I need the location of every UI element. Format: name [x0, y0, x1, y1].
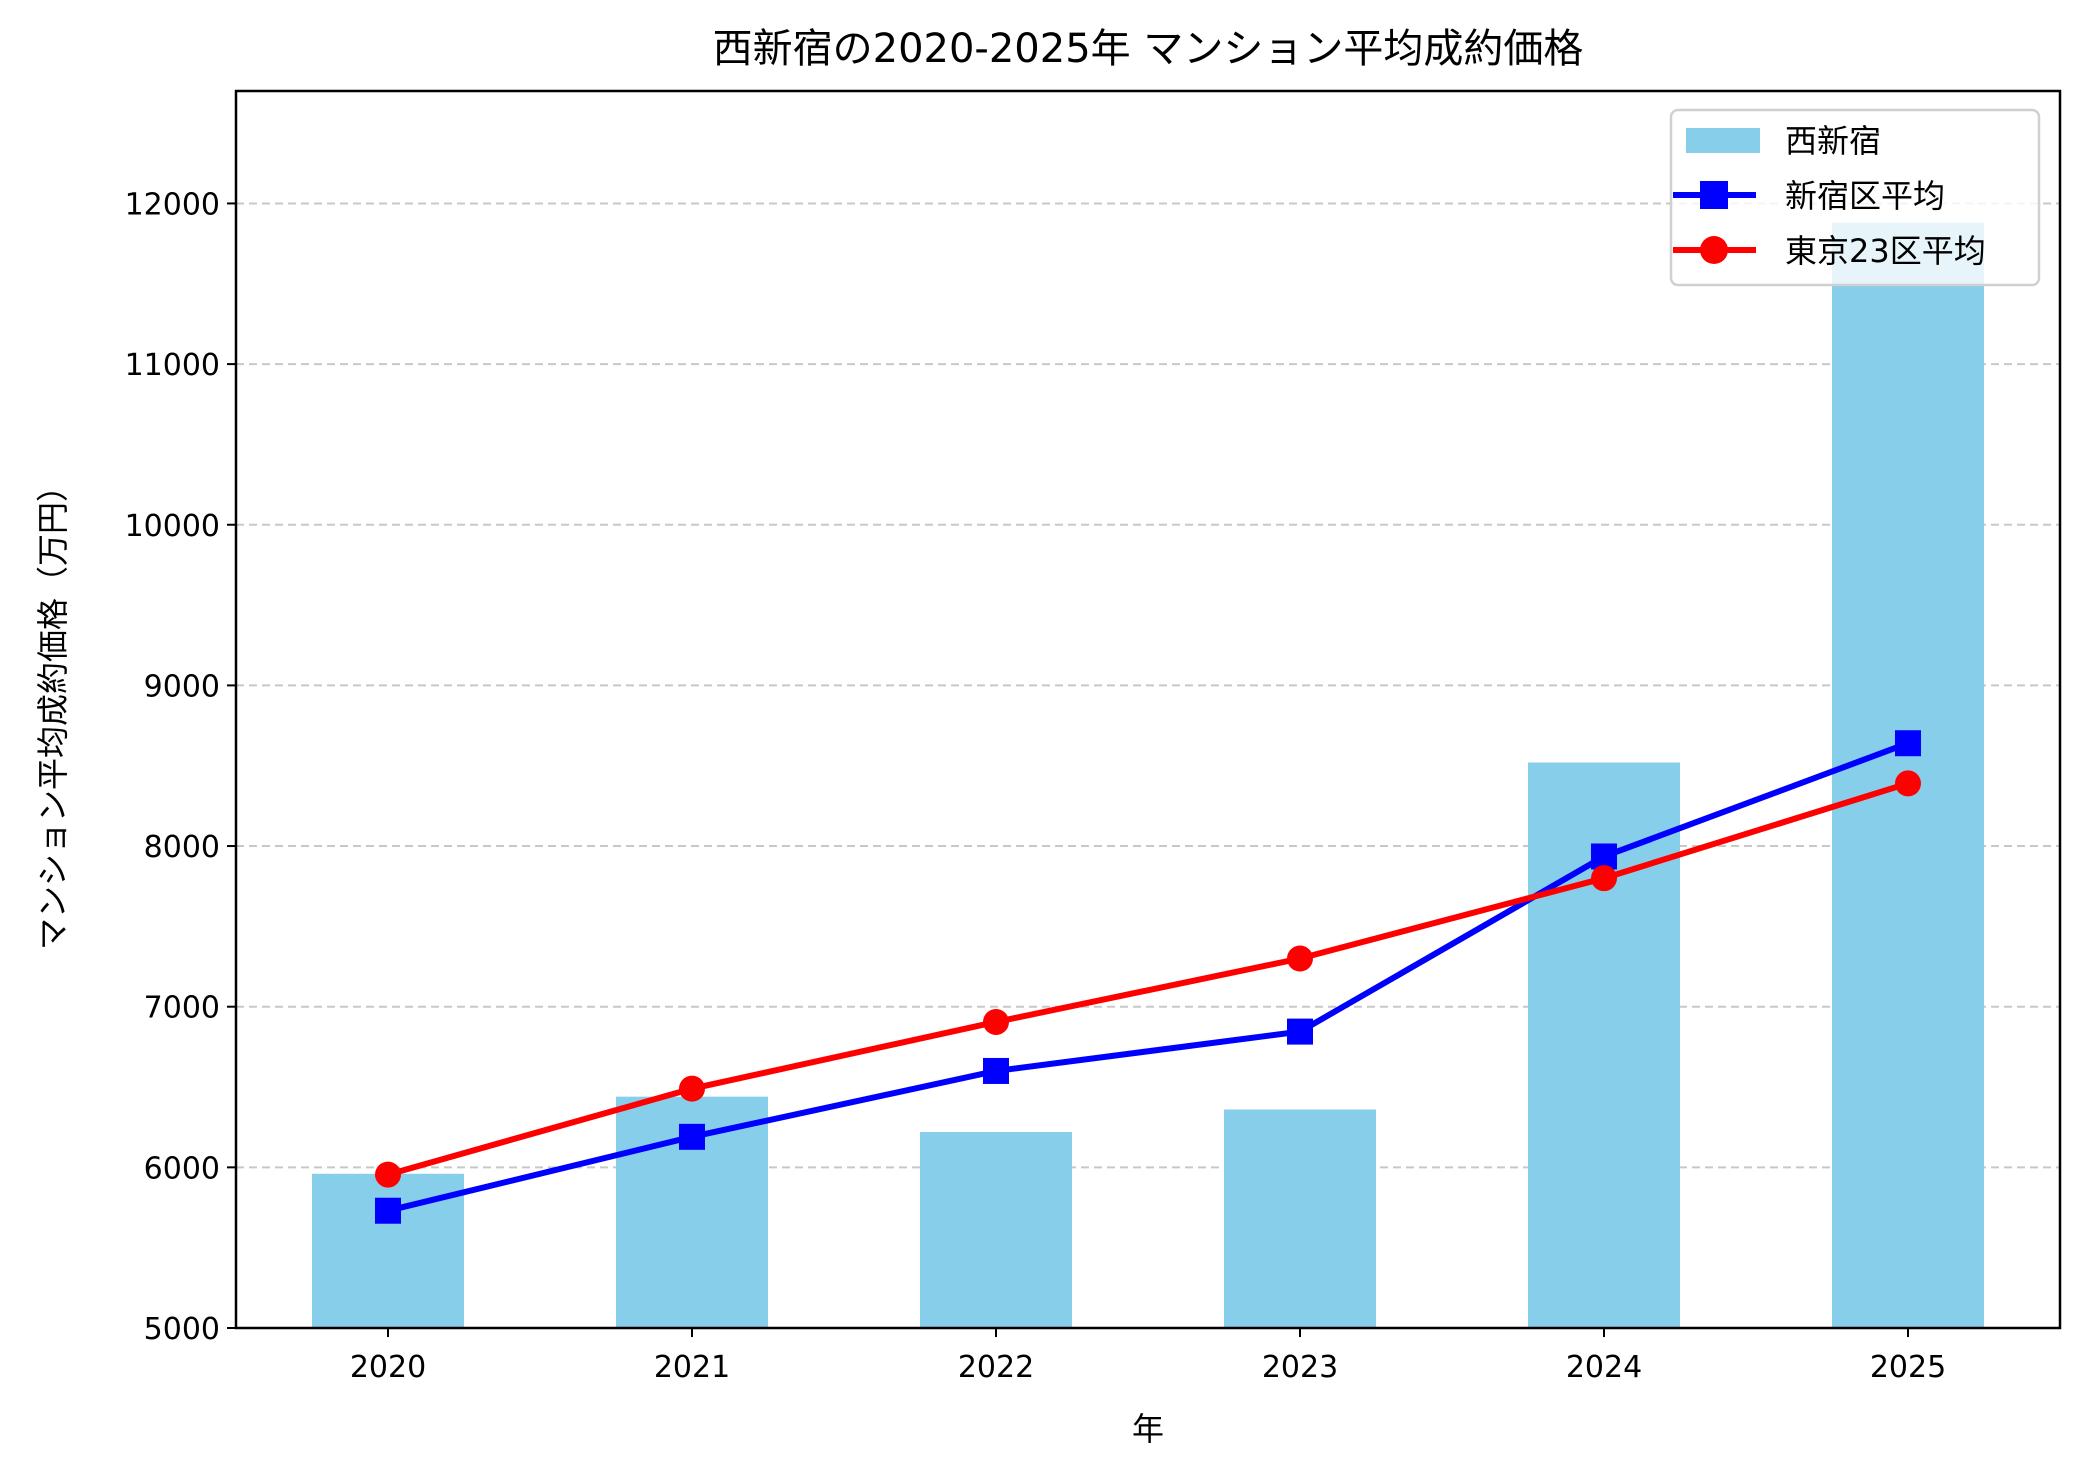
marker-square	[679, 1123, 705, 1150]
y-tick-label: 5000	[144, 1312, 220, 1347]
marker-circle	[679, 1075, 705, 1102]
y-tick-label: 10000	[125, 509, 220, 544]
marker-circle	[1287, 945, 1313, 972]
bar-2023	[1224, 1109, 1376, 1328]
marker-square	[1287, 1018, 1313, 1045]
x-tick-label: 2022	[958, 1350, 1034, 1385]
x-axis-label: 年	[1132, 1410, 1164, 1448]
y-tick-label: 8000	[144, 830, 220, 865]
x-axis: 2020 2021 2022 2023 2024 2025	[350, 1328, 1946, 1385]
marker-square	[1895, 730, 1921, 757]
grid	[236, 202, 2060, 1169]
y-tick-label: 9000	[144, 669, 220, 704]
y-tick-label: 6000	[144, 1151, 220, 1186]
series-line	[387, 740, 1910, 1214]
marker-circle	[983, 1008, 1009, 1035]
x-tick-label: 2023	[1262, 1350, 1338, 1385]
y-tick-label: 11000	[125, 348, 220, 383]
legend-marker-circle	[1700, 236, 1728, 264]
legend-label: 西新宿	[1785, 122, 1881, 160]
bar-2022	[920, 1132, 1072, 1328]
lines	[375, 730, 1921, 1224]
marker-circle	[1895, 770, 1921, 797]
marker-square	[983, 1057, 1009, 1084]
legend-box	[1669, 108, 2041, 287]
marker-circle	[375, 1161, 401, 1188]
x-tick-label: 2024	[1566, 1350, 1642, 1385]
marker-circle	[1591, 865, 1617, 892]
y-tick-label: 12000	[125, 187, 220, 222]
y-tick-label: 7000	[144, 991, 220, 1026]
series-line	[387, 780, 1909, 1178]
bars	[312, 222, 1984, 1329]
x-tick-label: 2020	[350, 1350, 426, 1385]
chart-title: 西新宿の2020-2025年 マンション平均成約価格	[713, 26, 1584, 72]
legend-marker-square	[1700, 181, 1728, 209]
legend-swatch-bar	[1686, 128, 1760, 153]
legend-label: 東京23区平均	[1785, 232, 1986, 270]
y-axis-label: マンション平均成約価格（万円）	[34, 470, 72, 950]
marker-square	[1591, 843, 1617, 870]
marker-square	[375, 1197, 401, 1224]
x-tick-label: 2025	[1870, 1350, 1946, 1385]
legend-label: 新宿区平均	[1785, 177, 1945, 215]
y-axis: 5000 6000 7000 8000 9000 10000 11000 12000	[125, 187, 236, 1347]
plot-frame	[234, 89, 2062, 1330]
x-tick-label: 2021	[654, 1350, 730, 1385]
